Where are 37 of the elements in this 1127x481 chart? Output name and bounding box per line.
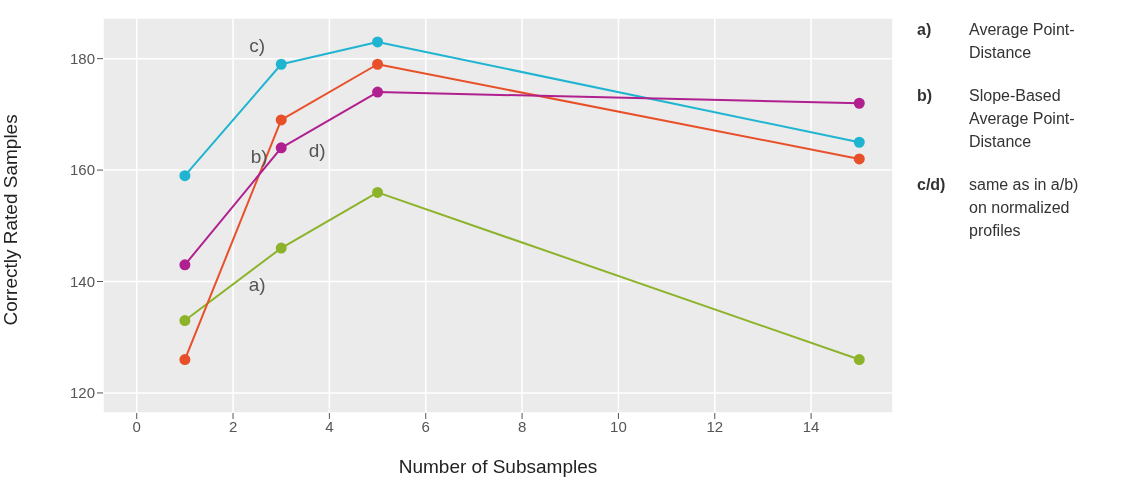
y-tick-label: 180 <box>69 49 95 67</box>
series-label: a) <box>248 274 266 296</box>
y-axis-title: Correctly Rated Samples <box>0 114 21 326</box>
x-tick-label: 12 <box>706 417 724 435</box>
series-label: d) <box>308 139 326 161</box>
point <box>275 242 287 254</box>
point <box>179 259 191 271</box>
point <box>372 36 384 48</box>
point <box>853 354 865 366</box>
x-tick-label: 4 <box>325 417 334 435</box>
point <box>275 58 287 70</box>
point <box>179 354 191 366</box>
y-tick-label: 120 <box>69 384 95 402</box>
x-tick-label: 10 <box>610 417 627 435</box>
point <box>853 97 865 109</box>
point <box>372 86 384 98</box>
x-tick-label: 2 <box>228 417 238 435</box>
point <box>853 136 865 148</box>
point <box>372 186 384 198</box>
x-axis-title: Number of Subsamples <box>398 456 598 477</box>
series-label: c) <box>249 35 266 57</box>
x-tick-label: 8 <box>517 417 527 435</box>
series-label: b) <box>250 145 268 167</box>
x-tick-label: 6 <box>421 417 430 435</box>
y-tick-label: 140 <box>69 272 95 290</box>
point <box>179 170 191 182</box>
text: c/d) same as in a/b) on normalized profiles <box>917 176 1079 239</box>
y-tick-label: 160 <box>69 161 95 179</box>
point <box>275 142 287 154</box>
x-tick-label: 14 <box>802 417 820 435</box>
point <box>372 58 384 70</box>
point <box>275 114 287 126</box>
text: b) Slope-Based Average Point-Distance <box>917 87 1075 150</box>
x-tick-label: 0 <box>132 417 141 435</box>
point <box>179 315 191 327</box>
text: a) Average Point-Distance <box>917 21 1075 61</box>
point <box>853 153 865 165</box>
